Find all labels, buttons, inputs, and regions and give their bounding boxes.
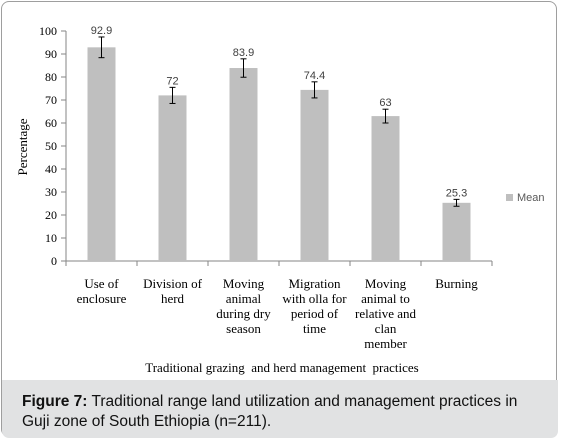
bar bbox=[300, 89, 329, 261]
category-label: animal to bbox=[361, 291, 410, 306]
y-tick-label: 50 bbox=[45, 139, 57, 153]
category-label: Moving bbox=[223, 276, 265, 291]
data-label: 74.4 bbox=[304, 70, 325, 82]
category-label: relative and bbox=[355, 306, 416, 321]
x-axis-title: Traditional grazing and herd management … bbox=[145, 360, 419, 375]
category-label: period of bbox=[291, 306, 339, 321]
bar bbox=[158, 95, 187, 262]
category-label: time bbox=[303, 321, 326, 336]
legend-swatch bbox=[506, 194, 513, 201]
category-label: during dry bbox=[216, 306, 271, 321]
bar-chart: 0 10 20 30 40 50 60 70 80 90 100 92.9 72 83.9 74.4 63 2… bbox=[15, 24, 545, 375]
data-label: 92.9 bbox=[91, 25, 112, 37]
error-bars bbox=[98, 36, 460, 207]
y-tick-label: 20 bbox=[45, 208, 57, 222]
y-tick-label: 100 bbox=[39, 24, 57, 38]
data-label: 83.9 bbox=[233, 47, 254, 59]
legend: Mean bbox=[506, 192, 545, 204]
y-tick-label: 60 bbox=[45, 116, 57, 130]
category-label: Burning bbox=[435, 276, 478, 291]
category-label: animal bbox=[226, 291, 262, 306]
figure-caption: Figure 7: Traditional range land utiliza… bbox=[2, 380, 558, 438]
y-tick-label: 0 bbox=[51, 254, 57, 268]
category-label: clan bbox=[375, 321, 397, 336]
data-label: 72 bbox=[166, 75, 178, 87]
category-label: Moving bbox=[365, 276, 407, 291]
y-axis-title: Percentage bbox=[15, 118, 30, 175]
x-axis bbox=[65, 260, 493, 266]
bars bbox=[87, 47, 471, 262]
category-label: herd bbox=[161, 291, 185, 306]
data-labels: 92.9 72 83.9 74.4 63 25.3 bbox=[91, 25, 467, 199]
bar bbox=[229, 68, 258, 261]
y-axis: 0 10 20 30 40 50 60 70 80 90 100 bbox=[39, 24, 67, 268]
bar bbox=[87, 47, 116, 261]
category-label: season bbox=[226, 321, 261, 336]
y-tick-label: 70 bbox=[45, 93, 57, 107]
data-label: 63 bbox=[379, 97, 391, 109]
caption-text: Traditional range land utilization and m… bbox=[22, 393, 518, 430]
legend-label: Mean bbox=[517, 192, 545, 204]
bar bbox=[442, 202, 471, 261]
y-tick-label: 40 bbox=[45, 162, 57, 176]
y-tick-label: 30 bbox=[45, 185, 57, 199]
data-label: 25.3 bbox=[446, 187, 467, 199]
figure-frame: 0 10 20 30 40 50 60 70 80 90 100 92.9 72 83.9 74.4 63 2… bbox=[1, 1, 558, 438]
category-label: enclosure bbox=[77, 291, 127, 306]
category-label: Use of bbox=[84, 276, 119, 291]
category-label: member bbox=[364, 336, 407, 351]
bar bbox=[371, 116, 400, 261]
category-label: with olla for bbox=[282, 291, 347, 306]
y-tick-label: 80 bbox=[45, 70, 57, 84]
category-label: Division of bbox=[143, 276, 203, 291]
y-tick-label: 10 bbox=[45, 231, 57, 245]
category-label: Migration bbox=[289, 276, 341, 291]
caption-label: Figure 7: bbox=[22, 393, 88, 410]
y-tick-label: 90 bbox=[45, 47, 57, 61]
